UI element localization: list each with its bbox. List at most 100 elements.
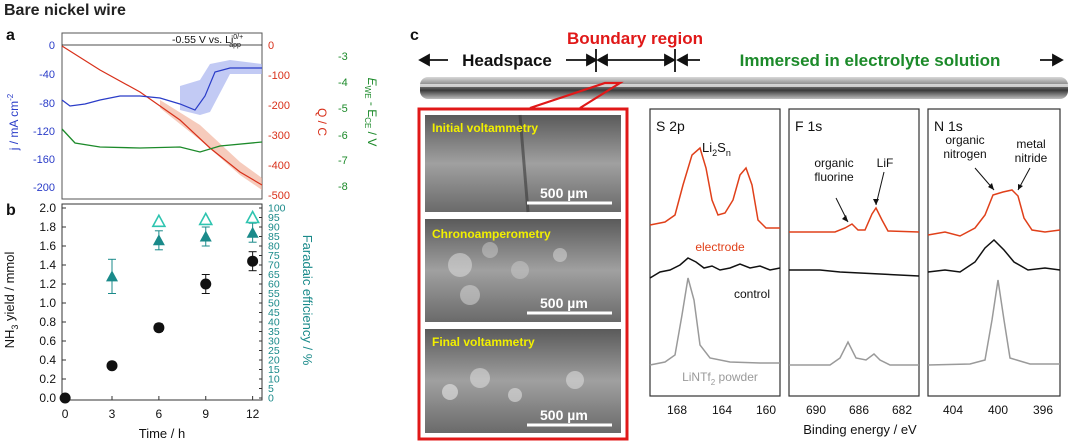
s2p-control-curve [649,257,781,279]
fe-tick-label: 15 [268,364,280,376]
panel-a-frame [61,32,263,200]
yield-tick-label: 0.4 [39,353,56,367]
q-tick: -500 [268,190,290,202]
e-tick: -6 [338,130,348,142]
time-axis-label: Time / h [139,426,185,441]
immersed-label-bg [700,50,1040,70]
fe-tick-label: 20 [268,355,280,367]
q-axis-label: Q / C [315,108,329,136]
xps-s2p-title: S 2p [656,118,685,134]
xps-f1s-title: F 1s [795,118,822,134]
panel-a-right-axis: -3 -4 -5 -6 -7 -8 [338,51,348,193]
fe-tick-label: 90 [268,222,280,234]
e-tick: -3 [338,51,348,63]
scale-bar-label: 500 µm [540,407,588,423]
panel-a-label: a [6,27,15,44]
yield-tick-label: 1.0 [39,296,56,310]
j-tick: -120 [33,126,55,138]
fe-point-open [198,211,214,226]
e-tick: -8 [338,181,348,193]
j-tick: -160 [33,154,55,166]
panel-b-y-axis: 0.0 0.2 0.4 0.6 0.8 1.0 1.2 1.4 1.6 1.8 2.0 [39,201,66,405]
sem-image-final: Final voltammetry 500 µm [425,329,621,433]
q-tick: -200 [268,100,290,112]
s2p-powder-curve [649,277,780,366]
fe-tick-label: 55 [268,288,280,300]
j-tick: -200 [33,182,55,194]
e-tick: -5 [338,103,348,115]
time-tick-label: 3 [109,407,116,421]
n1s-electrode-curve [927,189,1061,237]
charge-uncertainty-band [160,100,262,190]
fe-tick-label: 70 [268,260,280,272]
panel-a-plot: -0.55 V vs. Li0/+ app [61,32,263,200]
panel-b-label: b [6,202,16,219]
immersed-label: Immersed in electrolyte solution [740,51,1001,70]
fe-tick-label: 45 [268,307,280,319]
yield-point [200,278,212,290]
callout-connector [529,81,624,110]
fe-axis-label: Faradaic efficiency / % [300,235,315,366]
fe-tick-label: 75 [268,250,280,262]
sem-label-final: Final voltammetry [432,335,535,349]
q-tick: -400 [268,160,290,172]
fe-tick-label: 0 [268,393,274,405]
yield-tick-label: 0.0 [39,391,56,405]
fe-tick-label: 10 [268,374,280,386]
fe-point-filled [199,230,212,242]
organic-fluorine-label: organic fluorine [814,156,854,184]
sem-image-chrono: Chronoamperometry 500 µm [425,219,621,322]
n1s-powder-curve [927,279,1060,366]
fe-point-open [151,213,167,228]
panel-b-frame [61,203,263,401]
sem-image-initial: Initial voltammetry 500 µm [425,114,621,213]
xps-s2p: S 2p Li2Sn [649,108,781,397]
q-tick: -300 [268,130,290,142]
current-uncertainty-band [180,60,262,115]
j-tick: -80 [39,98,55,110]
yield-tick-label: 1.6 [39,239,56,253]
metal-nitride-label: metal nitride [1015,137,1048,165]
e-axis-label: EWE - ECE / V [363,78,379,147]
yield-tick-label: 0.8 [39,315,56,329]
time-tick-label: 0 [62,407,69,421]
scale-bar-label: 500 µm [540,295,588,311]
j-tick: -40 [39,69,55,81]
f1s-tick: 686 [849,403,869,417]
sem-label-initial: Initial voltammetry [432,121,538,135]
yield-point [59,392,71,404]
fe-tick-label: 95 [268,212,280,224]
fe-point-filled [106,270,118,282]
yield-point [106,360,118,372]
fe-tick-label: 30 [268,336,280,348]
n1s-tick: 400 [988,403,1008,417]
xps-x-axis-label: Binding energy / eV [803,422,917,437]
xps-tick-labels: 168 164 160 690 686 682 404 400 396 [667,403,1053,417]
f1s-control-curve [789,269,920,277]
xps-f1s: F 1s organic fluorine LiF [788,108,920,397]
n1s-tick: 396 [1033,403,1053,417]
j-tick: 0 [49,40,55,52]
fe-point-open [245,209,260,224]
fe-tick-label: 65 [268,269,280,281]
xps-n1s-title: N 1s [934,118,963,134]
yield-tick-label: 2.0 [39,201,56,215]
li2sn-label: Li2Sn [702,140,731,158]
yield-tick-label: 1.2 [39,277,56,291]
s2p-tick: 160 [756,403,776,417]
legend-powder: LiNTf2 powder [682,370,758,387]
wire-photo [420,77,1068,99]
panel-c-label: c [410,27,419,44]
s2p-electrode-curve [649,146,780,229]
wire-highlight [420,84,1068,87]
panel-b-y2-axis: 0510152025303540455055606570758085909510… [259,203,286,405]
fe-tick-label: 85 [268,231,280,243]
fe-tick-label: 5 [268,383,274,395]
fe-point-filled [246,226,259,238]
yield-point [247,255,259,267]
yield-axis-label: NH3 yield / mmol [2,252,20,349]
yield-tick-label: 1.8 [39,220,56,234]
j-axis-label: j / mA cm-2 [6,93,21,151]
headspace-label: Headspace [462,51,552,70]
